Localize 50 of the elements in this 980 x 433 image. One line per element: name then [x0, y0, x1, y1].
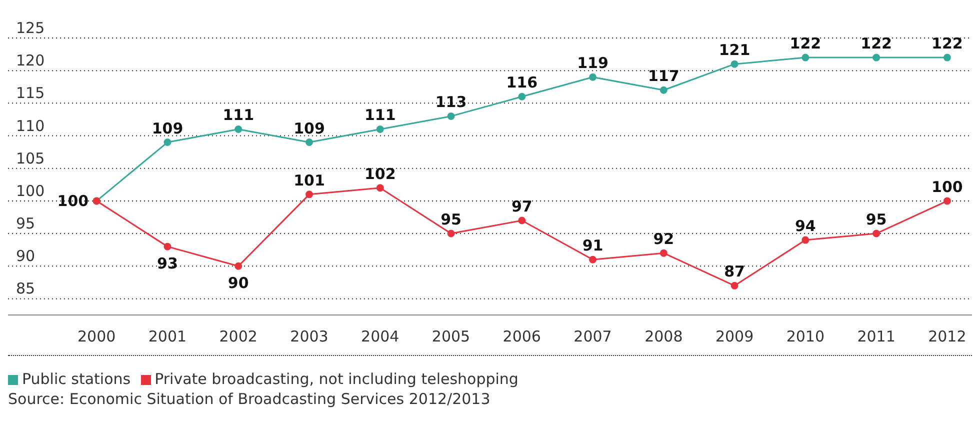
y-tick-label: 125 [16, 19, 45, 37]
y-tick-label: 110 [16, 116, 45, 135]
y-tick-label: 105 [16, 149, 45, 168]
data-label: 101 [294, 171, 325, 190]
data-label: 121 [718, 41, 750, 60]
data-label: 93 [157, 254, 178, 273]
data-label: 90 [228, 274, 249, 292]
data-label: 97 [511, 197, 532, 216]
data-label: 109 [152, 119, 184, 138]
data-label: 95 [440, 210, 462, 229]
x-tick-label: 2003 [290, 328, 328, 346]
y-tick-label: 115 [16, 84, 45, 102]
data-label: 117 [648, 67, 680, 86]
data-label: 87 [724, 262, 745, 281]
data-label: 119 [577, 54, 608, 72]
data-label: 100 [932, 178, 963, 196]
y-tick-label: 95 [16, 214, 36, 233]
x-tick-label: 2011 [857, 328, 896, 346]
data-label: 122 [860, 34, 892, 53]
x-tick-label: 2008 [644, 328, 683, 346]
data-label: 111 [222, 106, 254, 124]
x-tick-label: 2004 [361, 328, 400, 346]
x-tick-label: 2009 [715, 328, 754, 346]
x-tick-label: 2010 [786, 328, 825, 346]
data-label: 116 [506, 74, 538, 92]
source-note: Source: Economic Situation of Broadcasting Services 2012/2013 [8, 390, 492, 408]
x-tick-label: 2000 [78, 328, 116, 346]
x-tick-label: 2005 [432, 328, 470, 346]
data-label: 122 [790, 34, 822, 53]
x-tick-label: 2002 [219, 328, 258, 346]
data-label: 91 [582, 236, 604, 255]
data-label: 100 [57, 192, 89, 210]
data-label: 113 [435, 93, 467, 112]
data-label: 92 [653, 230, 674, 248]
x-tick-label: 2006 [502, 328, 541, 346]
data-label: 122 [932, 34, 963, 53]
data-label: 94 [794, 217, 816, 236]
y-tick-label: 100 [16, 182, 45, 200]
x-tick-label: 2012 [928, 328, 966, 346]
legend-label: Private broadcasting, not including teleshopping [154, 370, 518, 388]
y-tick-label: 90 [16, 247, 36, 266]
y-tick-label: 120 [16, 52, 45, 70]
y-tick-label: 85 [16, 280, 36, 298]
data-label: 95 [866, 210, 887, 229]
x-tick-label: 2007 [574, 328, 612, 346]
data-label: 102 [364, 164, 396, 183]
legend-label: Public stations [22, 370, 131, 388]
data-label: 109 [294, 119, 325, 138]
data-label: 111 [364, 106, 396, 124]
x-tick-label: 2001 [148, 328, 187, 346]
